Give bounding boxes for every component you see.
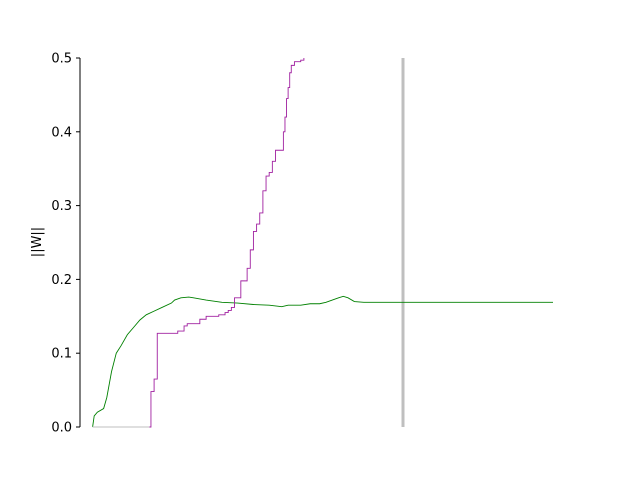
y-axis: 0.0 0.1 0.2 0.3 0.4 0.5	[51, 52, 81, 436]
plot-lines	[92, 58, 553, 428]
y-tick-label: 0.4	[51, 125, 72, 140]
y-axis-label: ||W||	[30, 227, 45, 257]
series-line-1	[92, 295, 553, 428]
y-tick-label: 0.2	[51, 273, 72, 288]
y-tick-label: 0.0	[51, 421, 72, 436]
y-tick-label: 0.1	[51, 347, 72, 362]
y-tick-label: 0.5	[51, 52, 72, 67]
y-tick-label: 0.3	[51, 199, 72, 214]
series-line-3	[149, 58, 305, 428]
